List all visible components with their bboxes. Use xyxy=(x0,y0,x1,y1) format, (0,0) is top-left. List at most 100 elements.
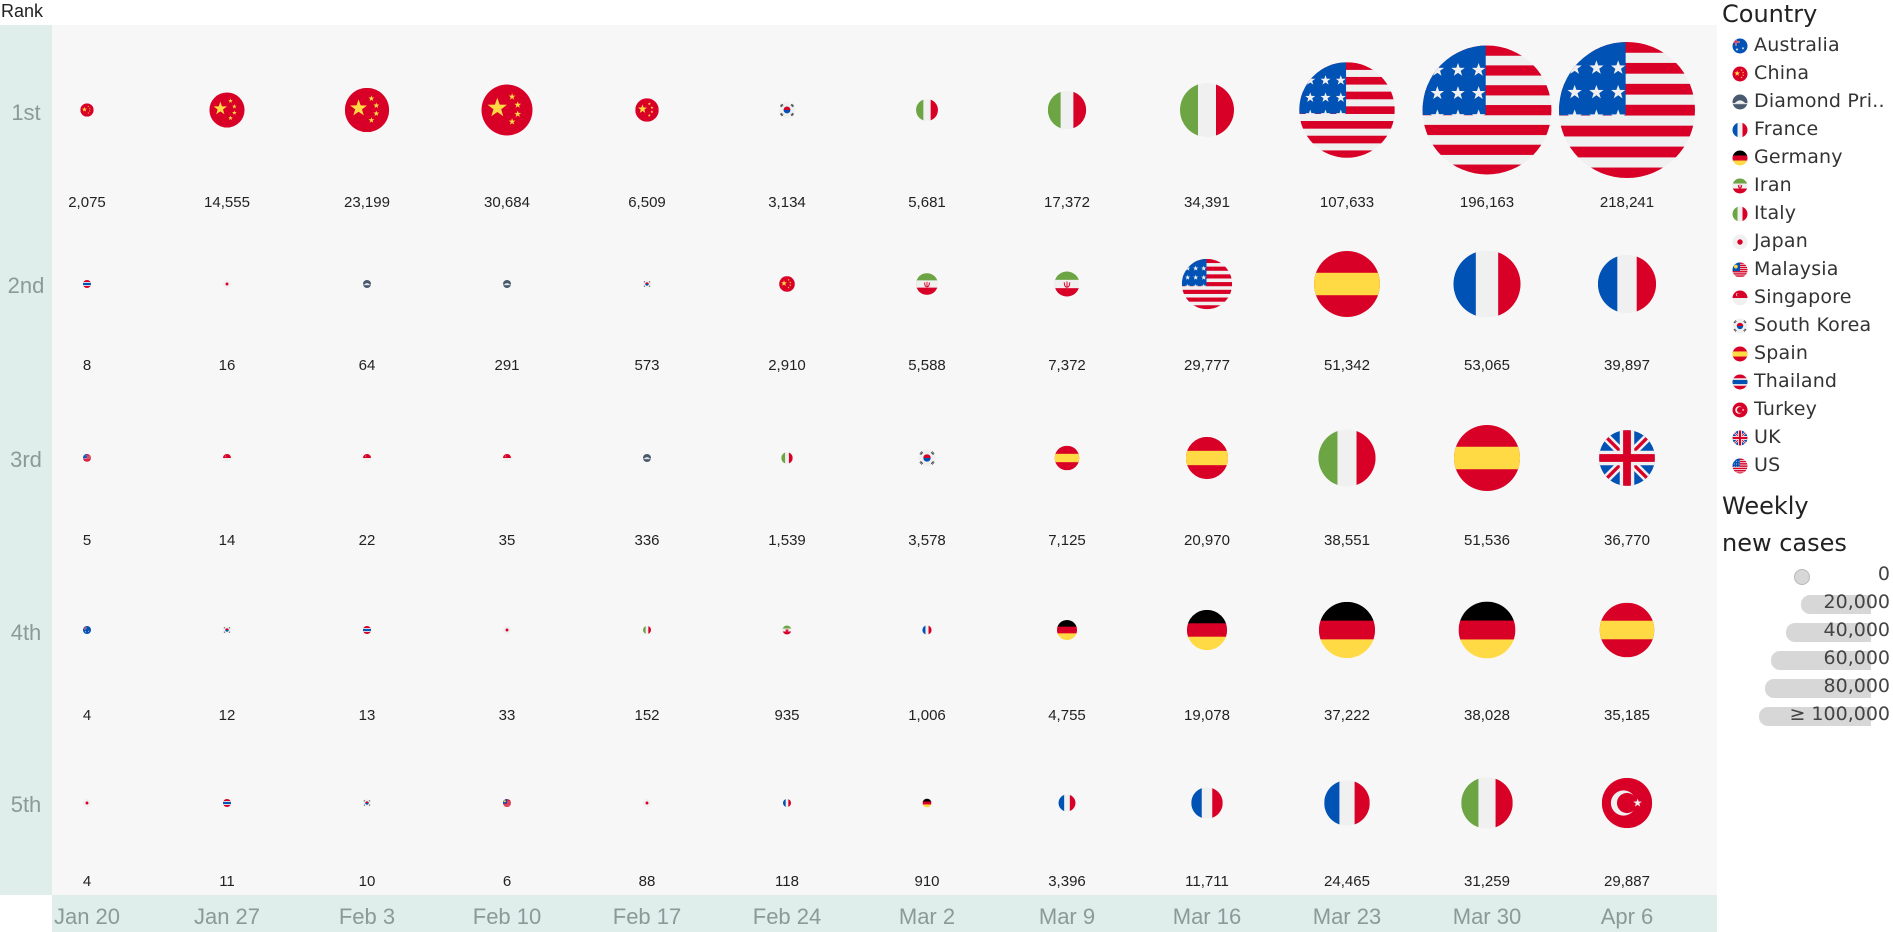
rank-label-2nd: 2nd xyxy=(8,273,45,298)
legend-item-italy[interactable]: Italy xyxy=(1722,200,1893,226)
south-korea-flag-icon xyxy=(643,280,651,288)
spain-flag-icon xyxy=(1185,436,1229,480)
legend-item-south-korea[interactable]: South Korea xyxy=(1722,312,1893,338)
us-flag-icon xyxy=(1181,258,1233,310)
country-legend-title: Country xyxy=(1722,0,1818,28)
legend-swatch xyxy=(1732,346,1748,362)
value-label: 38,028 xyxy=(1464,707,1510,724)
diamond-princess-flag-icon xyxy=(363,280,371,288)
bubbles xyxy=(80,42,1695,829)
legend-swatch xyxy=(1732,178,1748,194)
legend-label: Singapore xyxy=(1754,286,1852,308)
legend-swatch xyxy=(1732,150,1748,166)
rank-label-4th: 4th xyxy=(11,620,42,645)
legend-swatch xyxy=(1732,318,1748,334)
spain-flag-icon xyxy=(1453,424,1521,492)
legend-item-uk[interactable]: UK xyxy=(1722,424,1893,450)
value-label: 33 xyxy=(499,707,516,724)
japan-flag-icon xyxy=(643,799,651,807)
value-label: 910 xyxy=(914,873,939,890)
value-label: 20,970 xyxy=(1184,532,1230,549)
size-legend-item: ≥ 100,000 xyxy=(1722,702,1893,728)
value-label: 4 xyxy=(83,873,91,890)
legend-label: Iran xyxy=(1754,174,1792,196)
value-label: 3,396 xyxy=(1048,873,1086,890)
rank-header: Rank xyxy=(1,1,44,21)
value-label: 29,777 xyxy=(1184,357,1230,374)
size-legend-dot xyxy=(1794,569,1810,585)
value-label: 22 xyxy=(359,532,376,549)
size-legend-value: 20,000 xyxy=(1823,591,1890,613)
france-flag-icon xyxy=(1732,122,1748,138)
germany-flag-icon xyxy=(1732,150,1748,166)
legend-item-turkey[interactable]: Turkey xyxy=(1722,396,1893,422)
legend-swatch xyxy=(1732,374,1748,390)
week-label-jan-27: Jan 27 xyxy=(194,904,260,929)
legend-item-singapore[interactable]: Singapore xyxy=(1722,284,1893,310)
legend-item-spain[interactable]: Spain xyxy=(1722,340,1893,366)
value-label: 13 xyxy=(359,707,376,724)
legend-item-japan[interactable]: Japan xyxy=(1722,228,1893,254)
value-label: 35,185 xyxy=(1604,707,1650,724)
value-label: 2,075 xyxy=(68,194,106,211)
value-label: 5,681 xyxy=(908,194,946,211)
legend-item-thailand[interactable]: Thailand xyxy=(1722,368,1893,394)
legend-label: Thailand xyxy=(1754,370,1838,392)
legend-item-germany[interactable]: Germany xyxy=(1722,144,1893,170)
size-legend-item: 20,000 xyxy=(1722,590,1893,616)
rank-label-3rd: 3rd xyxy=(10,447,42,472)
value-label: 14,555 xyxy=(204,194,250,211)
legend-label: Diamond Pri.. xyxy=(1754,90,1885,112)
value-label: 37,222 xyxy=(1324,707,1370,724)
uk-flag-icon xyxy=(1599,430,1655,486)
size-legend-bar xyxy=(1786,623,1871,642)
legend-item-iran[interactable]: Iran xyxy=(1722,172,1893,198)
us-flag-icon xyxy=(1299,62,1395,158)
south-korea-flag-icon xyxy=(918,449,936,467)
value-label: 38,551 xyxy=(1324,532,1370,549)
week-label-mar-30: Mar 30 xyxy=(1453,904,1521,929)
value-label: 16 xyxy=(219,357,236,374)
singapore-flag-icon xyxy=(1732,290,1748,306)
malaysia-flag-icon xyxy=(1732,262,1748,278)
italy-flag-icon xyxy=(1318,429,1376,487)
size-legend-item: 0 xyxy=(1722,562,1893,588)
china-flag-icon xyxy=(779,276,795,292)
china-flag-icon xyxy=(209,92,245,128)
legend-item-france[interactable]: France xyxy=(1722,116,1893,142)
south-korea-flag-icon xyxy=(1732,318,1748,334)
legend-item-diamond-princess[interactable]: Diamond Pri.. xyxy=(1722,88,1893,114)
us-flag-icon xyxy=(1732,458,1748,474)
value-label: 4 xyxy=(83,707,91,724)
value-label: 17,372 xyxy=(1044,194,1090,211)
value-label: 107,633 xyxy=(1320,194,1374,211)
turkey-flag-icon xyxy=(1601,777,1653,829)
legend-label: UK xyxy=(1754,426,1781,448)
legend-item-us[interactable]: US xyxy=(1722,452,1893,478)
legend-swatch xyxy=(1732,38,1748,54)
legend-label: China xyxy=(1754,62,1810,84)
value-label: 64 xyxy=(359,357,376,374)
germany-flag-icon xyxy=(922,798,932,808)
thailand-flag-icon xyxy=(223,799,231,807)
value-label: 19,078 xyxy=(1184,707,1230,724)
legend-item-china[interactable]: China xyxy=(1722,60,1893,86)
legend-swatch xyxy=(1732,234,1748,250)
legend-item-malaysia[interactable]: Malaysia xyxy=(1722,256,1893,282)
france-flag-icon xyxy=(783,799,791,807)
value-label: 39,897 xyxy=(1604,357,1650,374)
legend-swatch xyxy=(1732,402,1748,418)
size-legend-title-line2: new cases xyxy=(1722,529,1847,557)
value-label: 8 xyxy=(83,357,91,374)
italy-flag-icon xyxy=(781,452,793,464)
iran-flag-icon xyxy=(1732,178,1748,194)
value-label: 218,241 xyxy=(1600,194,1654,211)
rank-labels: 1st 2nd 3rd 4th 5th xyxy=(8,100,45,817)
plot-area xyxy=(52,25,1717,895)
south-korea-flag-icon xyxy=(223,626,231,634)
uk-flag-icon xyxy=(1732,430,1748,446)
value-label: 30,684 xyxy=(484,194,530,211)
size-legend-bar xyxy=(1771,651,1871,670)
legend-item-australia[interactable]: Australia xyxy=(1722,32,1893,58)
value-label: 1,539 xyxy=(768,532,806,549)
